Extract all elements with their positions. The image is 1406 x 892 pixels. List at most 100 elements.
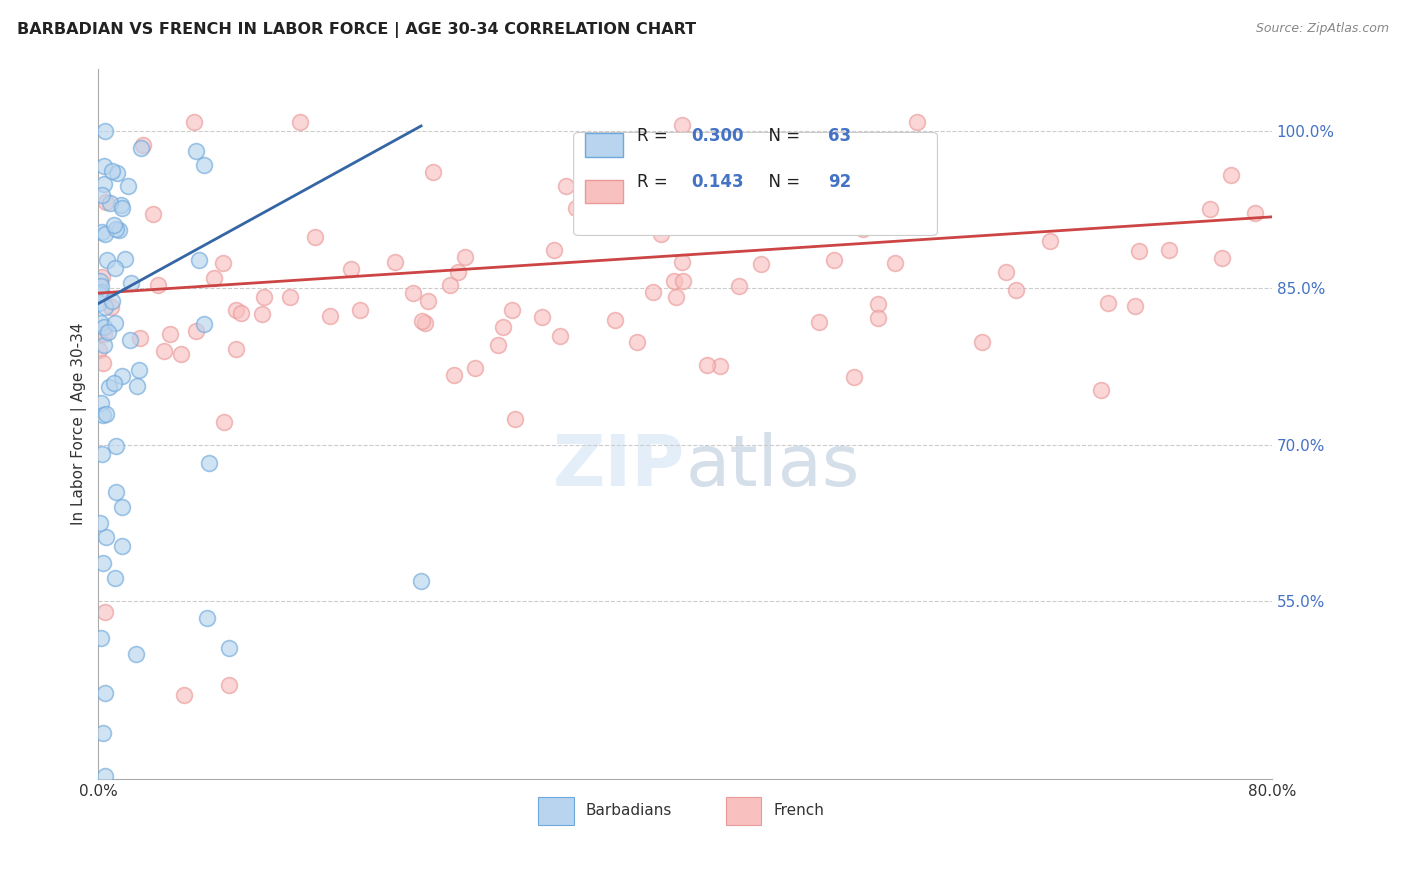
Point bbox=[89, 343, 111, 357]
Point bbox=[728, 279, 751, 293]
Point bbox=[159, 326, 181, 341]
Point bbox=[492, 320, 515, 334]
Point bbox=[402, 286, 425, 301]
Point bbox=[93, 686, 115, 700]
Point bbox=[117, 179, 139, 194]
Point bbox=[672, 274, 695, 288]
Point bbox=[94, 227, 117, 242]
FancyBboxPatch shape bbox=[574, 132, 938, 235]
Point bbox=[218, 641, 240, 656]
Text: atlas: atlas bbox=[685, 432, 859, 500]
Point bbox=[98, 195, 121, 210]
Point bbox=[250, 307, 273, 321]
Point bbox=[530, 310, 553, 324]
Point bbox=[1199, 202, 1222, 216]
Point bbox=[120, 276, 142, 290]
Point bbox=[555, 179, 578, 194]
Text: ZIP: ZIP bbox=[553, 432, 685, 500]
Point bbox=[212, 255, 235, 269]
Point bbox=[503, 412, 526, 426]
Point bbox=[606, 136, 628, 150]
Text: N =: N = bbox=[758, 127, 806, 145]
Point bbox=[93, 178, 115, 192]
Point bbox=[807, 315, 830, 329]
Bar bbox=[538, 797, 574, 825]
Point bbox=[1004, 283, 1026, 297]
Point bbox=[823, 252, 845, 267]
Point bbox=[709, 359, 731, 373]
Point bbox=[1159, 243, 1181, 257]
Point bbox=[94, 769, 117, 783]
Point bbox=[640, 176, 662, 190]
Point bbox=[93, 327, 115, 342]
Text: 0.300: 0.300 bbox=[690, 127, 744, 145]
Point bbox=[696, 358, 718, 372]
Point bbox=[995, 265, 1018, 279]
Text: N =: N = bbox=[758, 173, 806, 191]
Point bbox=[89, 296, 111, 310]
Point bbox=[564, 201, 586, 215]
Point bbox=[671, 254, 693, 268]
Point bbox=[905, 115, 928, 129]
Point bbox=[641, 285, 664, 300]
Point bbox=[142, 207, 165, 221]
Point bbox=[91, 225, 114, 239]
Point bbox=[89, 327, 111, 342]
Point bbox=[422, 165, 444, 179]
Point bbox=[111, 202, 134, 216]
Point bbox=[104, 484, 127, 499]
Point bbox=[1097, 296, 1119, 310]
Point bbox=[93, 337, 115, 351]
Point bbox=[104, 316, 127, 330]
Point bbox=[972, 334, 994, 349]
Point bbox=[183, 115, 205, 129]
Point bbox=[617, 145, 640, 159]
Point bbox=[104, 571, 127, 585]
Point bbox=[94, 530, 117, 544]
Point bbox=[749, 256, 772, 270]
Point bbox=[90, 632, 112, 646]
Point bbox=[111, 539, 134, 553]
Point bbox=[844, 370, 866, 384]
Point bbox=[93, 300, 115, 314]
Point bbox=[94, 408, 117, 422]
Point bbox=[90, 188, 112, 202]
Point bbox=[218, 678, 240, 692]
Point bbox=[91, 409, 114, 423]
Point bbox=[665, 290, 688, 304]
Point bbox=[605, 313, 627, 327]
Point bbox=[128, 363, 150, 377]
Point bbox=[90, 285, 112, 300]
Point bbox=[89, 274, 111, 288]
Point bbox=[193, 317, 215, 331]
Text: 92: 92 bbox=[828, 173, 852, 191]
Bar bbox=[585, 134, 623, 157]
Point bbox=[605, 133, 627, 147]
Point bbox=[454, 250, 477, 264]
Point bbox=[340, 262, 363, 277]
Point bbox=[91, 725, 114, 739]
Point bbox=[91, 356, 114, 370]
Point bbox=[105, 166, 128, 180]
Point bbox=[105, 439, 128, 453]
Point bbox=[384, 255, 406, 269]
Point bbox=[93, 605, 115, 619]
Point bbox=[1128, 244, 1150, 258]
Point bbox=[103, 376, 125, 390]
Point bbox=[125, 647, 148, 661]
Point bbox=[1219, 168, 1241, 182]
Point bbox=[170, 347, 193, 361]
Point bbox=[411, 314, 433, 328]
Point bbox=[225, 343, 247, 357]
Point bbox=[868, 310, 890, 325]
Point bbox=[94, 124, 117, 138]
Point bbox=[1123, 299, 1146, 313]
Point bbox=[94, 195, 117, 210]
Point bbox=[91, 557, 114, 571]
Point bbox=[110, 369, 132, 384]
Point bbox=[114, 252, 136, 267]
Point bbox=[664, 274, 686, 288]
Point bbox=[100, 293, 122, 308]
Point bbox=[416, 294, 439, 309]
Point bbox=[464, 361, 486, 376]
